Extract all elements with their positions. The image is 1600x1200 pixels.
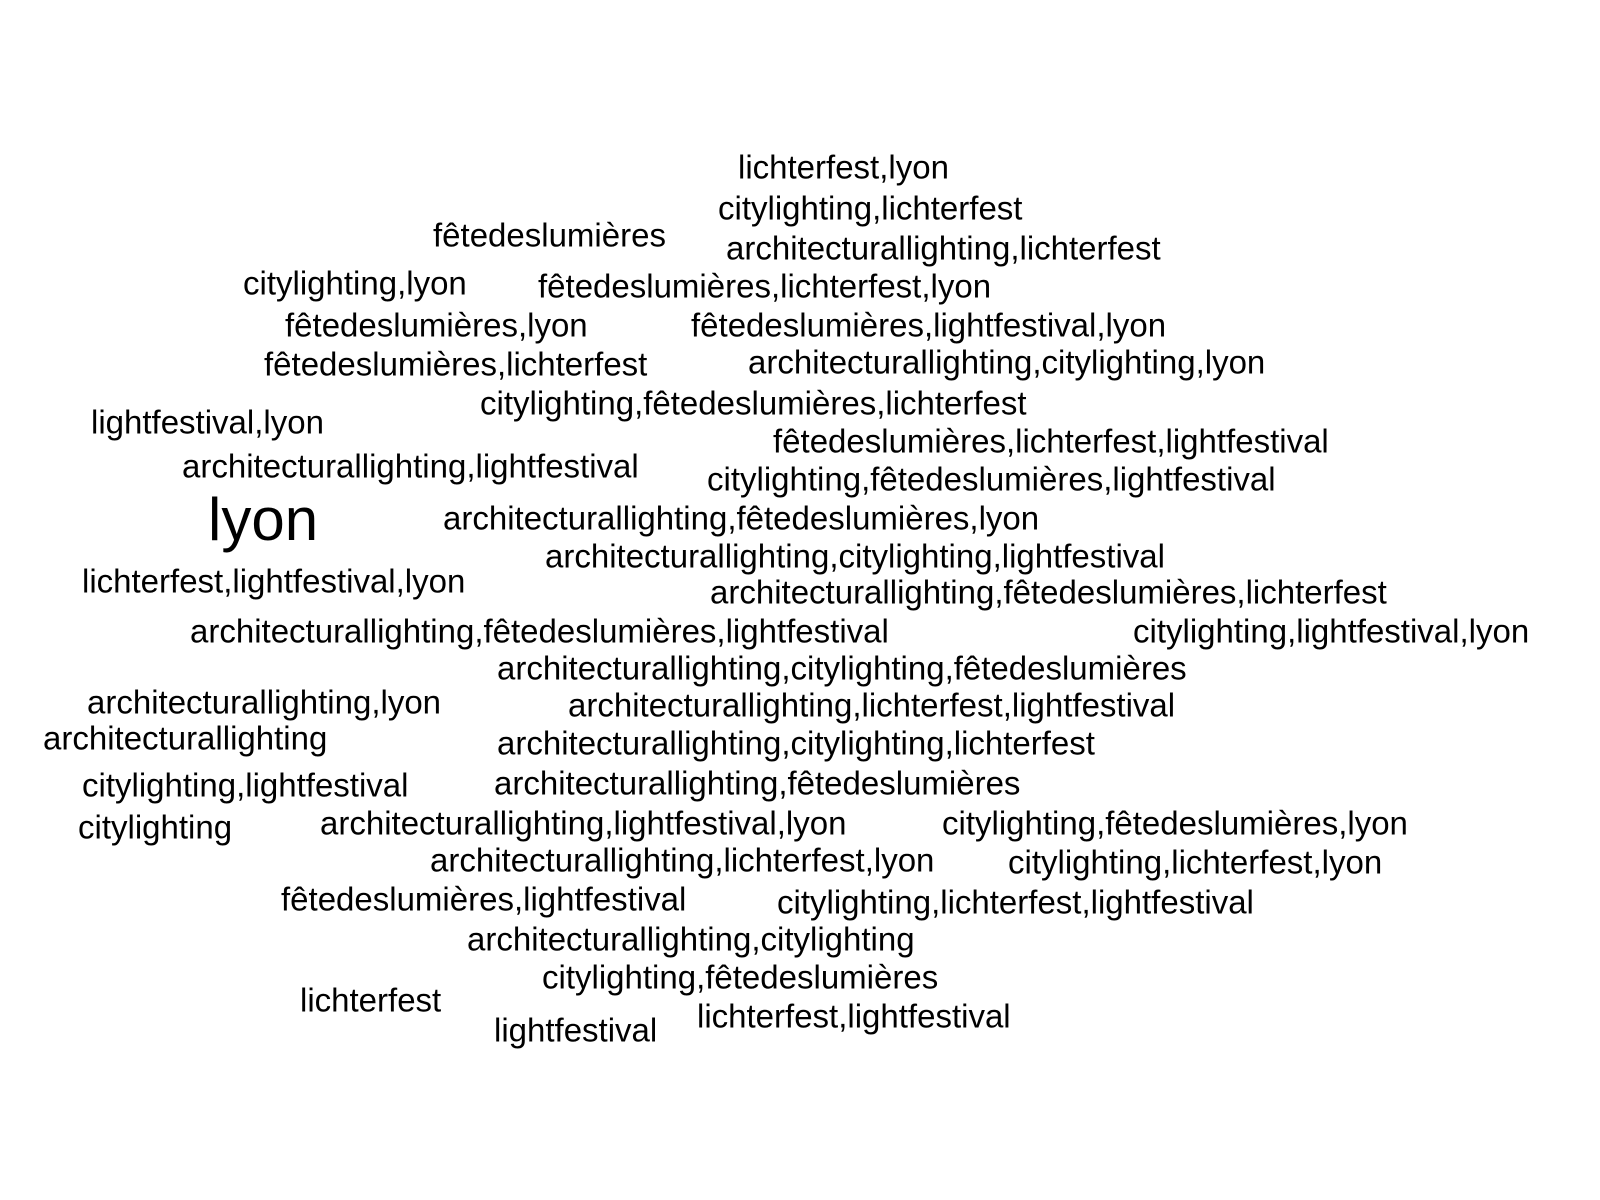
cloud-word: architecturallighting,citylighting,fêted…	[497, 649, 1187, 687]
cloud-word: architecturallighting,lyon	[87, 683, 442, 721]
cloud-word: lightfestival	[494, 1011, 658, 1049]
cloud-word: architecturallighting,fêtedeslumières,li…	[190, 612, 889, 650]
cloud-word: citylighting,lichterfest,lyon	[1008, 843, 1383, 881]
cloud-word: lichterfest,lightfestival	[697, 997, 1011, 1035]
cloud-word: citylighting,lichterfest	[718, 189, 1023, 227]
cloud-word: architecturallighting,lichterfest,lightf…	[568, 686, 1176, 724]
cloud-word: architecturallighting	[43, 719, 328, 757]
cloud-word: citylighting,lightfestival,lyon	[1133, 612, 1530, 650]
cloud-word: citylighting,fêtedeslumières,lightfestiv…	[707, 460, 1276, 498]
cloud-word: lichterfest	[300, 981, 442, 1019]
cloud-word: architecturallighting,citylighting,lyon	[748, 343, 1266, 381]
cloud-word: fêtedeslumières,lichterfest	[264, 345, 648, 383]
cloud-word: architecturallighting,fêtedeslumières,ly…	[443, 499, 1040, 537]
cloud-word: architecturallighting,fêtedeslumières	[494, 764, 1021, 802]
cloud-word: architecturallighting,lichterfest	[726, 229, 1161, 267]
cloud-word: fêtedeslumières,lightfestival	[281, 880, 687, 918]
cloud-word: architecturallighting,citylighting	[467, 920, 915, 958]
cloud-word: lichterfest,lightfestival,lyon	[82, 562, 466, 600]
cloud-word: citylighting,fêtedeslumières,lichterfest	[480, 384, 1027, 422]
cloud-word: fêtedeslumières,lightfestival,lyon	[691, 306, 1167, 344]
cloud-word: fêtedeslumières,lichterfest,lightfestiva…	[773, 422, 1329, 460]
cloud-word: architecturallighting,lichterfest,lyon	[430, 841, 935, 879]
cloud-word: citylighting,lyon	[243, 264, 467, 302]
cloud-word: lichterfest,lyon	[738, 148, 949, 186]
cloud-word: architecturallighting,fêtedeslumières,li…	[710, 573, 1387, 611]
cloud-word: citylighting,lichterfest,lightfestival	[777, 883, 1254, 921]
cloud-word: architecturallighting,lightfestival	[182, 447, 639, 485]
cloud-word: fêtedeslumières,lichterfest,lyon	[538, 267, 992, 305]
cloud-word: architecturallighting,citylighting,light…	[545, 537, 1165, 575]
cloud-word: fêtedeslumières,lyon	[285, 306, 588, 344]
cloud-word: citylighting,fêtedeslumières	[542, 958, 939, 996]
cloud-word: fêtedeslumières	[433, 216, 666, 254]
cloud-word: citylighting,fêtedeslumières,lyon	[942, 804, 1408, 842]
cloud-word: citylighting,lightfestival	[82, 766, 409, 804]
cloud-word: architecturallighting,citylighting,licht…	[497, 724, 1095, 762]
cloud-word: architecturallighting,lightfestival,lyon	[320, 804, 847, 842]
cloud-word: lightfestival,lyon	[91, 403, 324, 441]
cloud-word: citylighting	[78, 808, 233, 846]
cloud-word: lyon	[208, 486, 319, 553]
